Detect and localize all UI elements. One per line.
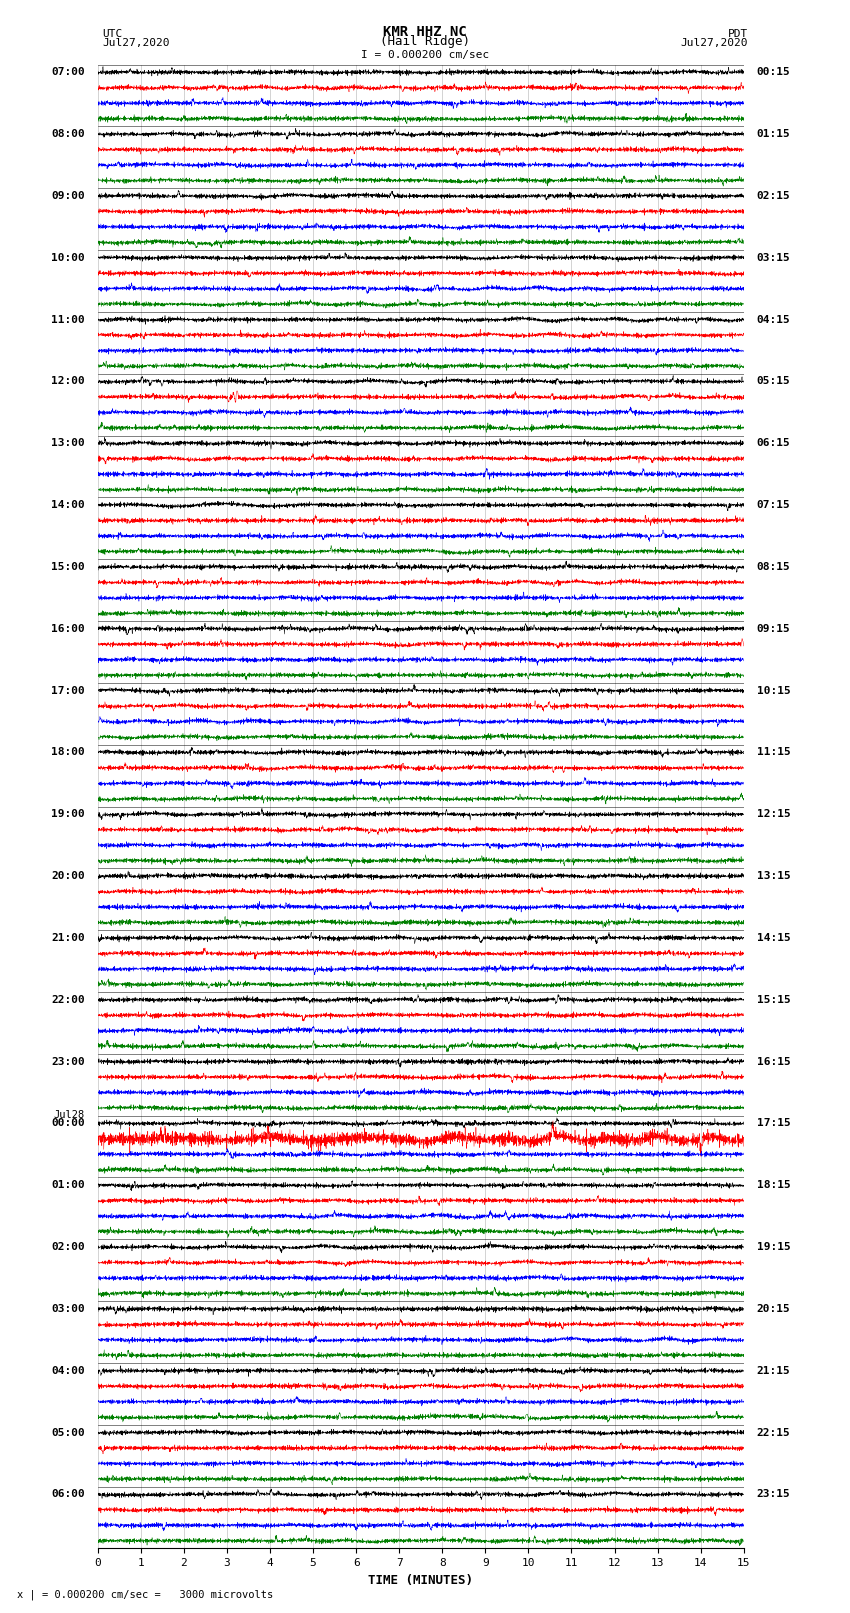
Text: 16:15: 16:15: [756, 1057, 790, 1066]
Text: 19:15: 19:15: [756, 1242, 790, 1252]
Text: 20:00: 20:00: [51, 871, 85, 881]
Text: 23:15: 23:15: [756, 1489, 790, 1500]
Text: Jul27,2020: Jul27,2020: [102, 39, 169, 48]
Text: 15:15: 15:15: [756, 995, 790, 1005]
Text: Jul28: Jul28: [54, 1110, 85, 1119]
Text: 13:15: 13:15: [756, 871, 790, 881]
Text: 18:15: 18:15: [756, 1181, 790, 1190]
Text: UTC: UTC: [102, 29, 122, 39]
Text: 04:00: 04:00: [51, 1366, 85, 1376]
Text: 07:15: 07:15: [756, 500, 790, 510]
Text: KMR HHZ NC: KMR HHZ NC: [383, 24, 467, 39]
Text: 13:00: 13:00: [51, 439, 85, 448]
Text: x | = 0.000200 cm/sec =   3000 microvolts: x | = 0.000200 cm/sec = 3000 microvolts: [17, 1589, 273, 1600]
Text: 22:00: 22:00: [51, 995, 85, 1005]
Text: 10:15: 10:15: [756, 686, 790, 695]
Text: 06:00: 06:00: [51, 1489, 85, 1500]
Text: 14:00: 14:00: [51, 500, 85, 510]
Text: 07:00: 07:00: [51, 68, 85, 77]
Text: 21:00: 21:00: [51, 932, 85, 944]
Text: 00:00: 00:00: [51, 1118, 85, 1127]
Text: 06:15: 06:15: [756, 439, 790, 448]
Text: 23:00: 23:00: [51, 1057, 85, 1066]
Text: 19:00: 19:00: [51, 810, 85, 819]
X-axis label: TIME (MINUTES): TIME (MINUTES): [368, 1574, 473, 1587]
Text: 09:00: 09:00: [51, 190, 85, 202]
Text: Jul27,2020: Jul27,2020: [681, 39, 748, 48]
Text: 15:00: 15:00: [51, 561, 85, 573]
Text: 02:00: 02:00: [51, 1242, 85, 1252]
Text: 18:00: 18:00: [51, 747, 85, 758]
Text: 11:15: 11:15: [756, 747, 790, 758]
Text: 12:15: 12:15: [756, 810, 790, 819]
Text: 10:00: 10:00: [51, 253, 85, 263]
Text: 14:15: 14:15: [756, 932, 790, 944]
Text: 05:00: 05:00: [51, 1428, 85, 1437]
Text: 12:00: 12:00: [51, 376, 85, 387]
Text: 17:15: 17:15: [756, 1118, 790, 1129]
Text: 09:15: 09:15: [756, 624, 790, 634]
Text: 05:15: 05:15: [756, 376, 790, 387]
Text: 00:15: 00:15: [756, 68, 790, 77]
Text: 03:00: 03:00: [51, 1303, 85, 1315]
Text: I = 0.000200 cm/sec: I = 0.000200 cm/sec: [361, 50, 489, 60]
Text: 21:15: 21:15: [756, 1366, 790, 1376]
Text: 08:15: 08:15: [756, 561, 790, 573]
Text: 01:00: 01:00: [51, 1181, 85, 1190]
Text: 11:00: 11:00: [51, 315, 85, 324]
Text: 17:00: 17:00: [51, 686, 85, 695]
Text: 01:15: 01:15: [756, 129, 790, 139]
Text: 02:15: 02:15: [756, 190, 790, 202]
Text: 16:00: 16:00: [51, 624, 85, 634]
Text: 08:00: 08:00: [51, 129, 85, 139]
Text: 04:15: 04:15: [756, 315, 790, 324]
Text: 20:15: 20:15: [756, 1303, 790, 1315]
Text: 03:15: 03:15: [756, 253, 790, 263]
Text: (Hail Ridge): (Hail Ridge): [380, 35, 470, 48]
Text: 22:15: 22:15: [756, 1428, 790, 1437]
Text: PDT: PDT: [728, 29, 748, 39]
